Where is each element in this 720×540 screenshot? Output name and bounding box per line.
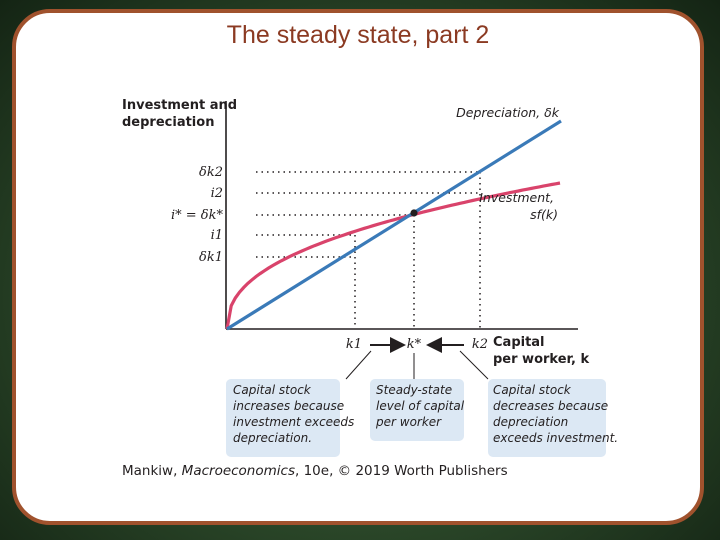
middle-box-line-1: Steady-state [376, 383, 452, 397]
steady-state-diagram: Investment and depreciation Depreciation… [122, 98, 618, 479]
x-axis-label: Capital per worker, k [493, 335, 589, 367]
box-connectors [345, 350, 489, 380]
investment-label-line-2: sf(k) [530, 207, 558, 222]
investment-label: Investment, sf(k) [479, 190, 558, 222]
y-tick-i2: i2 [211, 186, 223, 201]
y-axis-label-line-1: Investment and [122, 98, 237, 113]
slide-title: The steady state, part 2 [226, 21, 490, 49]
x-tick-labels: k1 k* k2 [346, 337, 488, 352]
y-tick-dk2: δk2 [199, 165, 223, 180]
guide-lines [256, 171, 481, 329]
steady-state-point [410, 209, 418, 217]
credit-pre: Mankiw, [122, 463, 182, 479]
y-tick-i1: i1 [211, 228, 223, 243]
credit-post: , 10e, © 2019 Worth Publishers [295, 463, 508, 479]
middle-box-line-2: level of capital [376, 399, 465, 413]
y-tick-dk1: δk1 [199, 250, 223, 265]
slide-frame: The steady state, part 2 Investment and … [12, 9, 704, 525]
right-box-text: Capital stock decreases because deprecia… [493, 383, 618, 445]
y-tick-labels: δk2 i2 i* = δk* i1 δk1 [171, 165, 224, 265]
right-box-line-1: Capital stock [493, 383, 572, 397]
right-box-line-3: depreciation [493, 415, 568, 429]
investment-curve [225, 181, 561, 330]
middle-box [370, 379, 464, 441]
x-tick-kstar: k* [407, 337, 422, 352]
left-box-line-3: investment exceeds [233, 415, 354, 429]
x-axis-label-line-2: per worker, k [493, 352, 589, 367]
depreciation-label: Depreciation, δk [456, 105, 560, 120]
right-box-line-4: exceeds investment. [493, 431, 618, 445]
credit-book: Macroeconomics [182, 463, 295, 479]
x-tick-k2: k2 [472, 337, 488, 352]
left-box-line-2: increases because [233, 399, 344, 413]
middle-box-text: Steady-state level of capital per worker [375, 383, 468, 429]
middle-box-line-3: per worker [375, 415, 442, 429]
left-box [226, 379, 340, 457]
connector-right [459, 350, 489, 380]
left-box-text: Capital stock increases because investme… [233, 383, 358, 445]
investment-label-line-1: Investment, [479, 190, 554, 205]
right-box-line-2: decreases because [493, 399, 608, 413]
depreciation-line [226, 119, 562, 331]
connector-left [345, 350, 372, 380]
left-box-line-4: depreciation. [233, 431, 312, 445]
y-axis-label-line-2: depreciation [122, 115, 214, 130]
y-tick-istar: i* = δk* [171, 208, 224, 223]
right-box [488, 379, 606, 457]
x-axis-label-line-1: Capital [493, 335, 545, 350]
x-tick-k1: k1 [346, 337, 362, 352]
y-axis-label: Investment and depreciation [122, 98, 242, 130]
left-box-line-1: Capital stock [233, 383, 312, 397]
credit-line: Mankiw, Macroeconomics, 10e, © 2019 Wort… [122, 463, 508, 479]
